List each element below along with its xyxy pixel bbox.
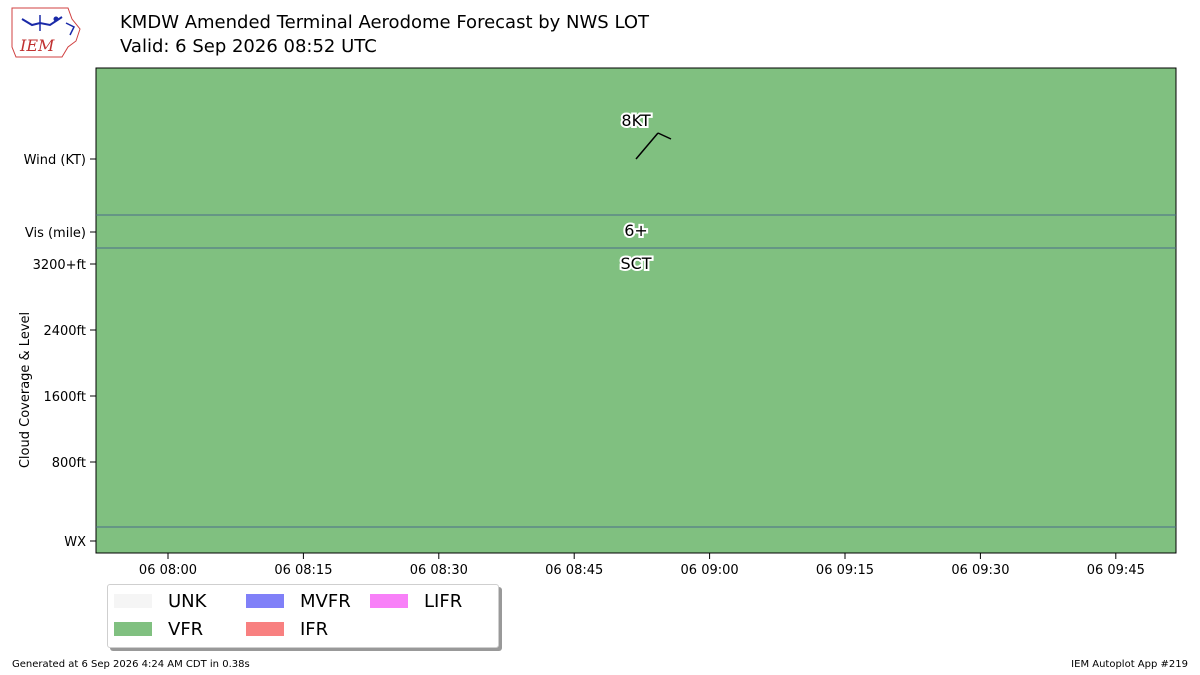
x-tick-label: 06 08:30	[410, 563, 468, 578]
chart-subtitle: Valid: 6 Sep 2026 08:52 UTC	[120, 36, 377, 57]
x-tick-label: 06 09:15	[816, 563, 874, 578]
legend-item-vfr: VFR	[114, 618, 203, 640]
y-tick-1600: 1600ft	[43, 390, 86, 405]
legend-item-unk: UNK	[114, 590, 206, 612]
wind-speed-label: 8KT	[621, 111, 650, 130]
visibility-label: 6+	[624, 221, 648, 240]
y-ticks: Wind (KT) Vis (mile) 3200+ft 2400ft 1600…	[24, 153, 96, 550]
y-tick-vis: Vis (mile)	[25, 226, 86, 241]
generated-footer: Generated at 6 Sep 2026 4:24 AM CDT in 0…	[12, 659, 250, 670]
legend-item-lifr: LIFR	[370, 590, 462, 612]
x-tick-label: 06 09:30	[951, 563, 1009, 578]
chart-title: KMDW Amended Terminal Aerodome Forecast …	[120, 12, 649, 33]
legend-swatch-ifr	[246, 622, 284, 636]
y-tick-3200: 3200+ft	[33, 258, 86, 273]
y-tick-2400: 2400ft	[43, 324, 86, 339]
iem-logo: IEM	[11, 7, 81, 58]
legend-item-mvfr: MVFR	[246, 590, 351, 612]
logo-text: IEM	[19, 36, 55, 55]
x-tick-label: 06 08:15	[274, 563, 332, 578]
y-axis-label: Cloud Coverage & Level	[18, 312, 33, 468]
x-tick-label: 06 08:00	[139, 563, 197, 578]
legend: UNK VFR MVFR IFR LIFR	[107, 584, 499, 648]
x-ticks: 06 08:00 06 08:15 06 08:30 06 08:45 06 09:00…	[139, 553, 1145, 578]
y-tick-wx: WX	[64, 535, 86, 550]
legend-item-ifr: IFR	[246, 618, 328, 640]
x-tick-label: 06 09:00	[681, 563, 739, 578]
legend-swatch-mvfr	[246, 594, 284, 608]
legend-swatch-lifr	[370, 594, 408, 608]
x-tick-label: 06 08:45	[545, 563, 603, 578]
y-tick-wind: Wind (KT)	[24, 153, 86, 168]
plot-area	[95, 67, 1177, 554]
y-tick-800: 800ft	[52, 456, 86, 471]
wind-barb	[635, 132, 672, 160]
legend-swatch-vfr	[114, 622, 152, 636]
app-footer: IEM Autoplot App #219	[1071, 659, 1188, 670]
cloud-coverage-label: SCT	[620, 254, 651, 273]
legend-swatch-unk	[114, 594, 152, 608]
x-tick-label: 06 09:45	[1087, 563, 1145, 578]
